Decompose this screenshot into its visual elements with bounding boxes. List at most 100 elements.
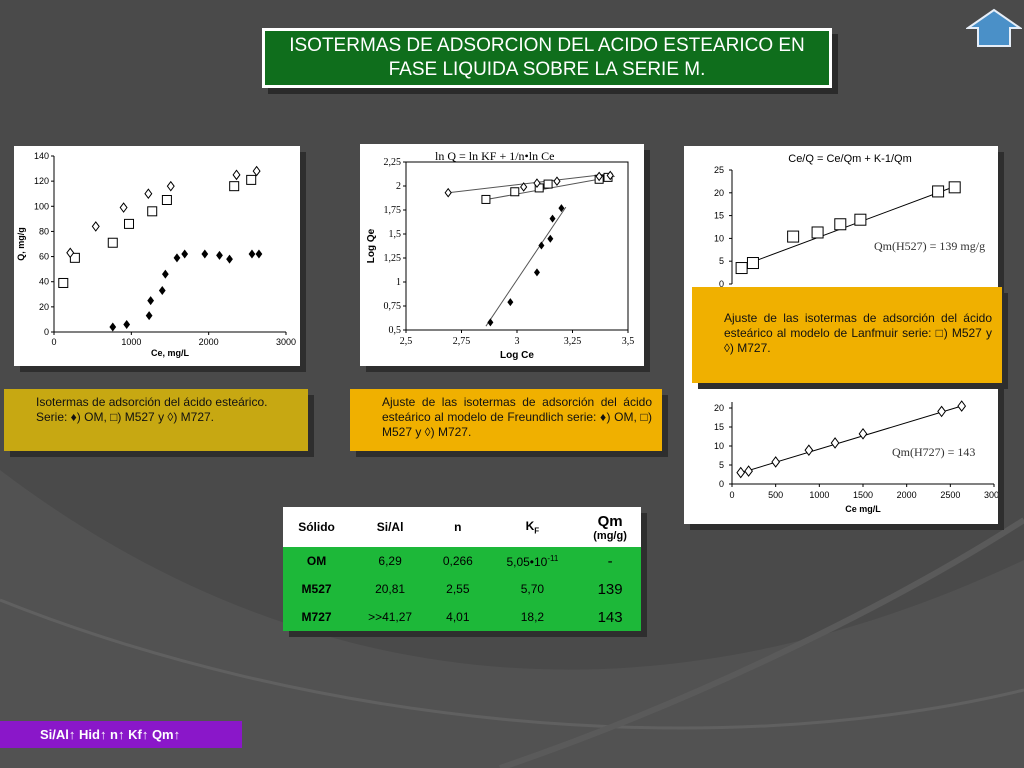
data-point <box>771 456 781 468</box>
data-point <box>520 182 528 192</box>
data-point <box>553 176 561 187</box>
data-point <box>937 405 946 418</box>
data-point <box>834 218 847 231</box>
qm-annotation: Qm(H727) = 143 <box>892 445 975 459</box>
x-tick-label: 1000 <box>809 490 829 500</box>
langmuir-caption: Ajuste de las isotermas de adsorción del… <box>692 287 1002 383</box>
home-arrow-icon[interactable] <box>966 8 1022 48</box>
data-point <box>66 247 75 259</box>
data-point <box>166 180 175 192</box>
cell-kf: 5,05•10-11 <box>506 553 559 569</box>
y-tick-label: 0 <box>719 279 724 289</box>
data-point <box>804 444 814 457</box>
data-point <box>543 179 553 189</box>
header-qm: Qm (mg/g) <box>593 512 627 542</box>
y-axis-label: Log Qe <box>366 228 377 263</box>
y-tick-label: 0,75 <box>384 301 402 312</box>
data-point <box>201 249 209 259</box>
data-point <box>145 311 153 321</box>
y-tick-label: 140 <box>34 151 49 161</box>
y-tick-label: 15 <box>714 211 724 221</box>
y-tick-label: 80 <box>39 226 49 236</box>
data-point <box>58 277 69 288</box>
y-tick-label: 0 <box>719 479 724 489</box>
data-point <box>507 298 514 307</box>
data-point <box>147 296 155 306</box>
y-tick-label: 1 <box>396 277 401 288</box>
cell-n: 2,55 <box>446 582 470 596</box>
y-tick-label: 5 <box>719 256 724 266</box>
data-point <box>830 437 840 449</box>
data-point <box>957 400 967 412</box>
header-n: n <box>454 520 462 534</box>
cell-sial: 20,81 <box>375 582 406 596</box>
cell-qm: 139 <box>597 580 623 598</box>
y-tick-label: 10 <box>714 233 724 243</box>
data-point <box>735 262 748 275</box>
y-tick-label: 20 <box>39 302 49 312</box>
cell-solid: OM <box>306 554 327 568</box>
x-tick-label: 3000 <box>276 337 296 347</box>
isotherm-chart-panel: 0 20 40 60 80 100 120 140 0 1000 2000 3000 Ce, mg/L Q… <box>14 146 300 366</box>
table-row: OM 6,29 0,266 5,05•10-11 - <box>283 547 641 575</box>
data-point <box>124 218 135 229</box>
y-tick-label: 1,25 <box>384 253 402 264</box>
data-point <box>226 254 233 264</box>
y-tick-label: 120 <box>34 176 49 186</box>
y-tick-label: 1,75 <box>384 205 402 216</box>
y-tick-label: 2 <box>396 181 401 192</box>
freundlich-caption: Ajuste de las isotermas de adsorción del… <box>350 389 662 451</box>
header-sial: Si/Al <box>376 520 404 534</box>
y-tick-label: 5 <box>719 460 724 470</box>
fit-line <box>485 206 567 327</box>
data-point <box>595 171 603 182</box>
y-tick-label: 20 <box>714 403 724 413</box>
data-point <box>547 234 554 243</box>
summary-text: Si/Al↑ Hid↑ n↑ Kf↑ Qm↑ <box>40 727 181 742</box>
x-tick-label: 0 <box>51 337 56 347</box>
table-row: M527 20,81 2,55 5,70 139 <box>283 575 641 603</box>
header-solid: Sólido <box>298 520 335 534</box>
data-point <box>533 178 541 188</box>
y-tick-label: 20 <box>714 188 724 198</box>
x-tick-label: 500 <box>768 490 783 500</box>
data-point <box>558 204 565 213</box>
data-point <box>91 221 100 232</box>
y-tick-label: 1,5 <box>389 229 402 240</box>
fit-line <box>448 173 613 194</box>
data-point <box>173 253 181 263</box>
summary-bar: Si/Al↑ Hid↑ n↑ Kf↑ Qm↑ <box>0 721 242 748</box>
y-tick-label: 0 <box>44 327 49 337</box>
slide-title: ISOTERMAS DE ADSORCION DEL ACIDO ESTEARI… <box>262 28 832 88</box>
x-tick-label: 0 <box>729 490 734 500</box>
data-point <box>736 466 746 479</box>
x-tick-label: 2,75 <box>453 336 471 347</box>
y-tick-label: 100 <box>34 201 49 211</box>
cell-sial: 6,29 <box>378 554 402 568</box>
isotherm-caption: Isotermas de adsorción del ácido esteári… <box>4 389 308 451</box>
data-point <box>158 286 166 296</box>
y-tick-label: 25 <box>714 165 724 175</box>
data-point <box>246 174 257 185</box>
freundlich-chart: 0,5 0,75 1 1,25 1,5 1,75 2 2,25 2,5 2,75 3 3,25 3,5 l… <box>366 149 634 361</box>
x-axis-label: Ce, mg/L <box>151 348 190 358</box>
x-tick-label: 3000 <box>984 490 998 500</box>
results-table: Sólido Si/Al n KF Qm (mg/g) OM 6,29 0,266… <box>283 507 641 631</box>
header-kf: KF <box>525 518 540 536</box>
chart-title: Ce/Q = Ce/Qm + K-1/Qm <box>788 153 911 165</box>
data-point <box>229 181 240 192</box>
data-point <box>487 318 494 327</box>
data-point <box>161 269 169 279</box>
y-tick-label: 40 <box>39 277 49 287</box>
data-point <box>811 226 824 239</box>
qm-annotation: Qm(H527) = 139 mg/g <box>874 239 985 253</box>
cell-n: 4,01 <box>446 610 470 624</box>
y-tick-label: 60 <box>39 252 49 262</box>
x-axis-label: Log Ce <box>500 350 534 361</box>
data-point <box>858 428 868 440</box>
cell-kf: 5,70 <box>520 582 545 596</box>
y-tick-label: 10 <box>714 441 724 451</box>
y-tick-label: 15 <box>714 422 724 432</box>
slide-title-text: ISOTERMAS DE ADSORCION DEL ACIDO ESTEARI… <box>289 35 805 80</box>
data-point <box>538 241 545 250</box>
